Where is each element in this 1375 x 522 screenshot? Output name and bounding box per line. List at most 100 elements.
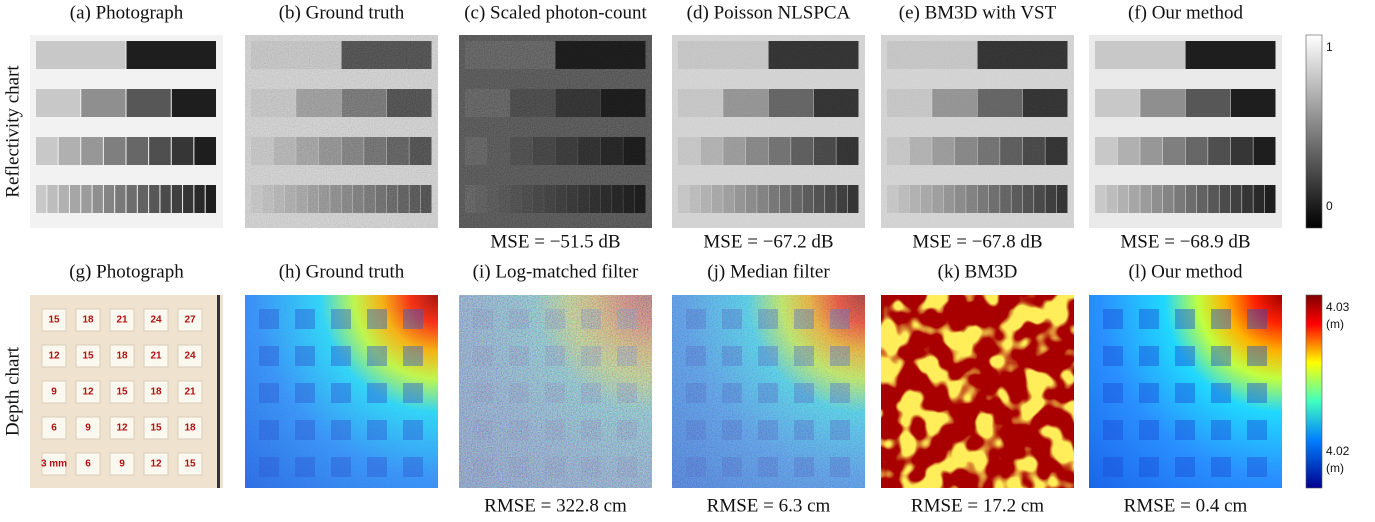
tile [109, 416, 135, 440]
tile-label: 9 [85, 423, 91, 434]
patch [103, 137, 126, 165]
tile-label: 18 [82, 315, 94, 326]
patch [1242, 185, 1253, 213]
metric: MSE = −67.8 dB [912, 231, 1042, 252]
square [1175, 309, 1195, 329]
panel-image: 15 18 21 24 27 12 15 18 21 24 9 12 15 18 21 6 9 12 15 18 3 m… [30, 295, 223, 488]
square [1139, 457, 1159, 477]
row-label: Depth chart [2, 346, 23, 436]
tile-label: 18 [116, 351, 128, 362]
metric: MSE = −67.2 dB [703, 231, 833, 252]
noise [881, 35, 1074, 228]
row-label: Reflectivity chart [2, 65, 23, 198]
tile [75, 308, 101, 332]
patch [1230, 185, 1242, 213]
noise [672, 295, 865, 488]
patch [126, 185, 137, 213]
square [1139, 309, 1159, 329]
metric: MSE = −51.5 dB [490, 231, 620, 252]
patch [1185, 41, 1276, 69]
tile [75, 416, 101, 440]
tile-label: 9 [51, 387, 57, 398]
patch [1095, 41, 1185, 69]
panel-image [881, 295, 1074, 488]
panel-image [672, 295, 865, 488]
panel-caption: (h) Ground truth [279, 261, 405, 282]
patch [1185, 137, 1208, 165]
square [1247, 420, 1267, 440]
tile-label: 3 mm [41, 459, 67, 470]
patch [1162, 137, 1185, 165]
panel-caption: (e) BM3D with VST [899, 2, 1057, 23]
tile-label: 6 [85, 459, 91, 470]
patch [126, 41, 216, 69]
tile-label: 6 [51, 423, 57, 434]
patch [1162, 185, 1174, 213]
noise [245, 35, 438, 228]
colorbar [1305, 294, 1323, 489]
square [1103, 420, 1123, 440]
colorbar [1305, 34, 1323, 229]
tile [177, 308, 203, 332]
tile [143, 380, 169, 404]
tile-label: 15 [116, 387, 128, 398]
tile-label: 18 [184, 423, 196, 434]
tile-label: 15 [48, 315, 60, 326]
panel-caption: (i) Log-matched filter [473, 261, 639, 282]
tile-label: 12 [82, 387, 94, 398]
square [1175, 457, 1195, 477]
square [1211, 309, 1231, 329]
patch [194, 185, 205, 213]
tile [75, 344, 101, 368]
colorbar-min: 0 [1326, 199, 1333, 213]
tile-label: 12 [48, 351, 60, 362]
patch [1151, 185, 1163, 213]
tile-label: 9 [119, 459, 125, 470]
panel-image [1089, 295, 1282, 488]
square [1211, 346, 1231, 366]
patch [1174, 185, 1185, 213]
square [1211, 457, 1231, 477]
patch [171, 137, 194, 165]
tile [41, 416, 67, 440]
tile [41, 308, 67, 332]
patch [137, 185, 149, 213]
patch [58, 137, 81, 165]
metric: RMSE = 0.4 cm [1124, 495, 1248, 516]
patch [115, 185, 126, 213]
patch [1253, 137, 1276, 165]
panel-caption: (b) Ground truth [279, 2, 405, 23]
colorbar-max-unit: (m) [1326, 317, 1344, 331]
panel-image [459, 35, 652, 228]
patch [92, 185, 103, 213]
square [1247, 309, 1267, 329]
tile [177, 344, 203, 368]
panel-caption: (f) Our method [1128, 2, 1244, 23]
square [1139, 346, 1159, 366]
patch [1095, 185, 1106, 213]
square [1247, 457, 1267, 477]
square [1211, 420, 1231, 440]
patch [149, 185, 160, 213]
tile [75, 380, 101, 404]
colorbar-max: 4.03 [1326, 300, 1350, 314]
patch [1128, 185, 1140, 213]
patch [1117, 185, 1129, 213]
tile-label: 12 [116, 423, 128, 434]
patch [1253, 185, 1265, 213]
square [1103, 346, 1123, 366]
image-bg [1089, 295, 1282, 488]
metric: MSE = −68.9 dB [1120, 231, 1250, 252]
patch [205, 185, 216, 213]
panel-image [245, 35, 438, 228]
patch [126, 137, 149, 165]
tile [177, 416, 203, 440]
patch [194, 137, 216, 165]
panel-caption: (k) BM3D [938, 261, 1018, 282]
tile [143, 308, 169, 332]
tile [177, 380, 203, 404]
colorbar-min-unit: (m) [1326, 461, 1344, 475]
patch [1095, 89, 1140, 117]
square [1103, 309, 1123, 329]
tile [109, 344, 135, 368]
